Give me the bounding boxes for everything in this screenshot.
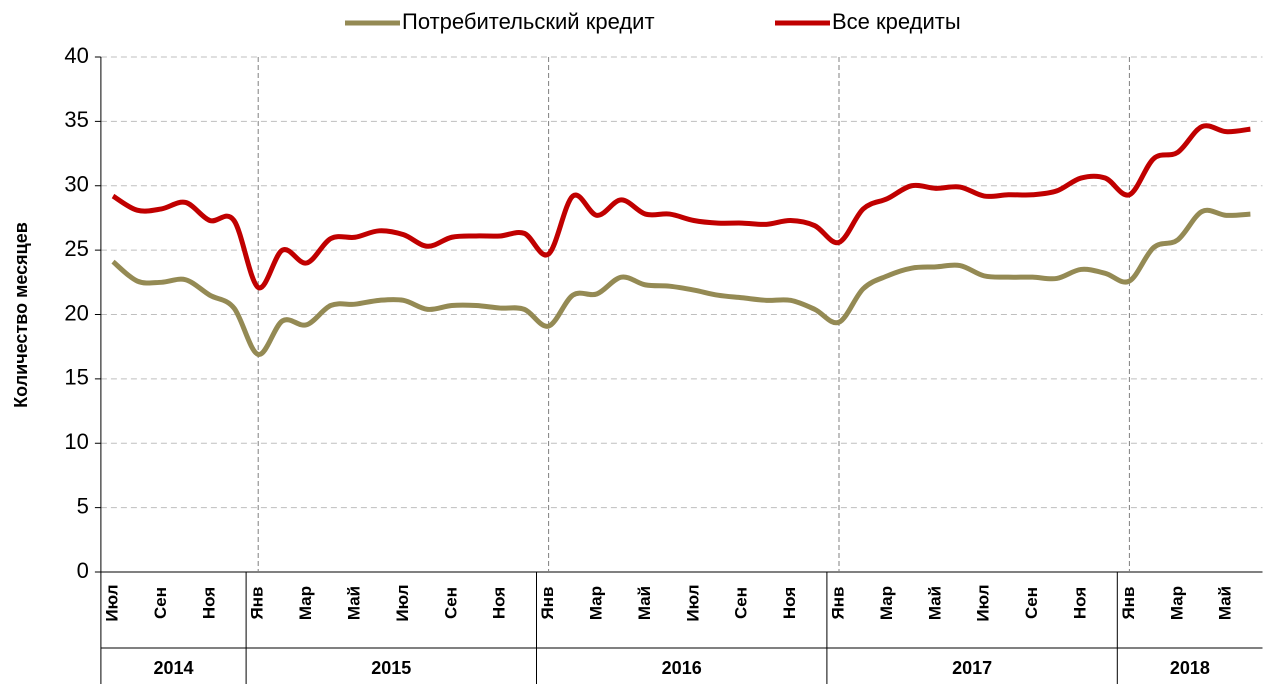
x-tick-label: Сен	[1022, 587, 1041, 619]
x-tick-label: Июл	[393, 584, 412, 621]
x-tick-label: Янв	[538, 587, 557, 620]
legend-label: Потребительский кредит	[402, 9, 655, 34]
x-tick-label: Май	[925, 586, 944, 620]
year-label: 2014	[153, 658, 193, 678]
x-tick-label: Май	[1216, 586, 1235, 620]
series-line	[111, 207, 1251, 357]
x-tick-label: Сен	[151, 587, 170, 619]
x-tick-label: Ноя	[780, 587, 799, 619]
x-tick-label: Янв	[248, 587, 267, 620]
x-tick-label: Мар	[296, 586, 315, 620]
series-line	[111, 123, 1251, 290]
x-tick-label: Ноя	[199, 587, 218, 619]
year-label: 2018	[1170, 658, 1210, 678]
legend-label: Все кредиты	[832, 9, 961, 34]
y-tick-label: 30	[64, 172, 88, 197]
y-tick-label: 40	[64, 43, 88, 68]
x-tick-label: Янв	[828, 587, 847, 620]
y-tick-label: 35	[64, 107, 88, 132]
x-tick-label: Янв	[1119, 587, 1138, 620]
year-label: 2015	[371, 658, 411, 678]
y-tick-label: 25	[64, 236, 88, 261]
x-tick-label: Июл	[102, 584, 121, 621]
x-tick-label: Ноя	[490, 587, 509, 619]
x-tick-label: Сен	[441, 587, 460, 619]
x-tick-label: Май	[344, 586, 363, 620]
x-tick-label: Ноя	[1070, 587, 1089, 619]
y-axis-title: Количество месяцев	[11, 222, 31, 408]
y-tick-label: 20	[64, 300, 88, 325]
x-tick-label: Сен	[732, 587, 751, 619]
y-tick-label: 15	[64, 365, 88, 390]
x-tick-label: Июл	[974, 584, 993, 621]
year-label: 2017	[952, 658, 992, 678]
y-tick-label: 10	[64, 429, 88, 454]
x-tick-label: Мар	[877, 586, 896, 620]
x-tick-label: Мар	[1167, 586, 1186, 620]
x-tick-label: Май	[635, 586, 654, 620]
y-tick-label: 5	[77, 493, 89, 518]
year-label: 2016	[662, 658, 702, 678]
x-tick-label: Мар	[586, 586, 605, 620]
y-tick-label: 0	[77, 558, 89, 583]
x-tick-label: Июл	[683, 584, 702, 621]
